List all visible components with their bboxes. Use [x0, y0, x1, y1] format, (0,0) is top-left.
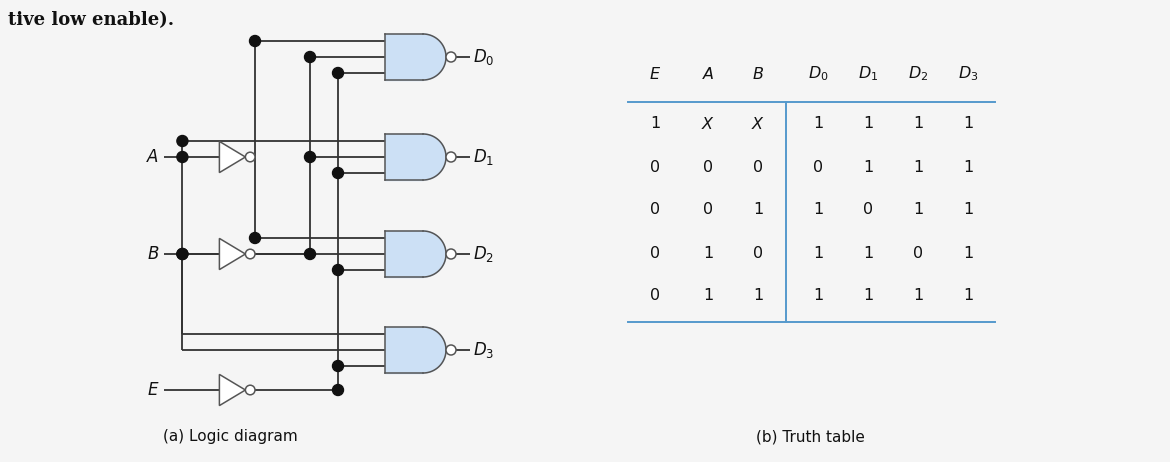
- Polygon shape: [385, 231, 424, 277]
- Circle shape: [249, 36, 261, 47]
- Text: $A$: $A$: [146, 148, 159, 166]
- Polygon shape: [424, 327, 446, 373]
- Circle shape: [177, 249, 188, 260]
- Circle shape: [332, 265, 344, 275]
- Polygon shape: [385, 327, 424, 373]
- Text: 1: 1: [703, 288, 714, 304]
- Text: 1: 1: [913, 159, 923, 175]
- Text: 0: 0: [651, 245, 660, 261]
- Text: tive low enable).: tive low enable).: [8, 11, 174, 29]
- Circle shape: [304, 152, 316, 163]
- Polygon shape: [220, 238, 246, 270]
- Text: 1: 1: [752, 202, 763, 218]
- Text: $B$: $B$: [147, 245, 159, 263]
- Text: 1: 1: [703, 245, 714, 261]
- Text: 1: 1: [752, 288, 763, 304]
- Text: 0: 0: [863, 202, 873, 218]
- Text: 1: 1: [963, 202, 973, 218]
- Text: 1: 1: [963, 159, 973, 175]
- Text: 1: 1: [913, 116, 923, 132]
- Polygon shape: [220, 141, 246, 173]
- Polygon shape: [220, 374, 246, 406]
- Text: 1: 1: [813, 116, 824, 132]
- Circle shape: [332, 384, 344, 395]
- Text: $D_3$: $D_3$: [958, 65, 978, 83]
- Text: 0: 0: [703, 159, 713, 175]
- Circle shape: [446, 249, 456, 259]
- Circle shape: [304, 51, 316, 62]
- Circle shape: [446, 152, 456, 162]
- Circle shape: [446, 345, 456, 355]
- Text: $D_0$: $D_0$: [807, 65, 828, 83]
- Circle shape: [332, 360, 344, 371]
- Circle shape: [332, 67, 344, 79]
- Text: $X$: $X$: [701, 116, 715, 132]
- Circle shape: [246, 385, 255, 395]
- Text: $B$: $B$: [752, 66, 764, 82]
- Text: $A$: $A$: [702, 66, 715, 82]
- Text: 1: 1: [963, 245, 973, 261]
- Polygon shape: [424, 134, 446, 180]
- Polygon shape: [424, 231, 446, 277]
- Text: $D_1$: $D_1$: [473, 147, 494, 167]
- Text: $D_3$: $D_3$: [473, 340, 494, 360]
- Polygon shape: [385, 134, 424, 180]
- Text: 1: 1: [913, 202, 923, 218]
- Text: 1: 1: [813, 245, 824, 261]
- Text: 0: 0: [913, 245, 923, 261]
- Text: $D_2$: $D_2$: [908, 65, 928, 83]
- Text: $D_1$: $D_1$: [858, 65, 879, 83]
- Text: 1: 1: [863, 288, 873, 304]
- Text: $D_2$: $D_2$: [473, 244, 494, 264]
- Text: 1: 1: [913, 288, 923, 304]
- Text: $X$: $X$: [751, 116, 765, 132]
- Text: 0: 0: [753, 159, 763, 175]
- Text: 1: 1: [649, 116, 660, 132]
- Polygon shape: [424, 34, 446, 80]
- Text: $D_0$: $D_0$: [473, 47, 495, 67]
- Circle shape: [177, 135, 188, 146]
- Circle shape: [177, 249, 188, 260]
- Text: 1: 1: [813, 202, 824, 218]
- Circle shape: [177, 152, 188, 163]
- Text: 1: 1: [863, 245, 873, 261]
- Text: 1: 1: [963, 288, 973, 304]
- Text: 1: 1: [813, 288, 824, 304]
- Text: $E$: $E$: [147, 381, 159, 399]
- Text: 0: 0: [813, 159, 823, 175]
- Circle shape: [446, 52, 456, 62]
- Text: 1: 1: [963, 116, 973, 132]
- Circle shape: [249, 232, 261, 243]
- Text: 0: 0: [753, 245, 763, 261]
- Text: 1: 1: [863, 159, 873, 175]
- Text: 1: 1: [863, 116, 873, 132]
- Circle shape: [246, 249, 255, 259]
- Text: (a) Logic diagram: (a) Logic diagram: [163, 430, 297, 444]
- Circle shape: [304, 249, 316, 260]
- Circle shape: [332, 168, 344, 178]
- Circle shape: [246, 152, 255, 162]
- Text: 0: 0: [651, 288, 660, 304]
- Text: 0: 0: [703, 202, 713, 218]
- Text: $E$: $E$: [649, 66, 661, 82]
- Text: 0: 0: [651, 202, 660, 218]
- Text: (b) Truth table: (b) Truth table: [756, 430, 865, 444]
- Text: 0: 0: [651, 159, 660, 175]
- Polygon shape: [385, 34, 424, 80]
